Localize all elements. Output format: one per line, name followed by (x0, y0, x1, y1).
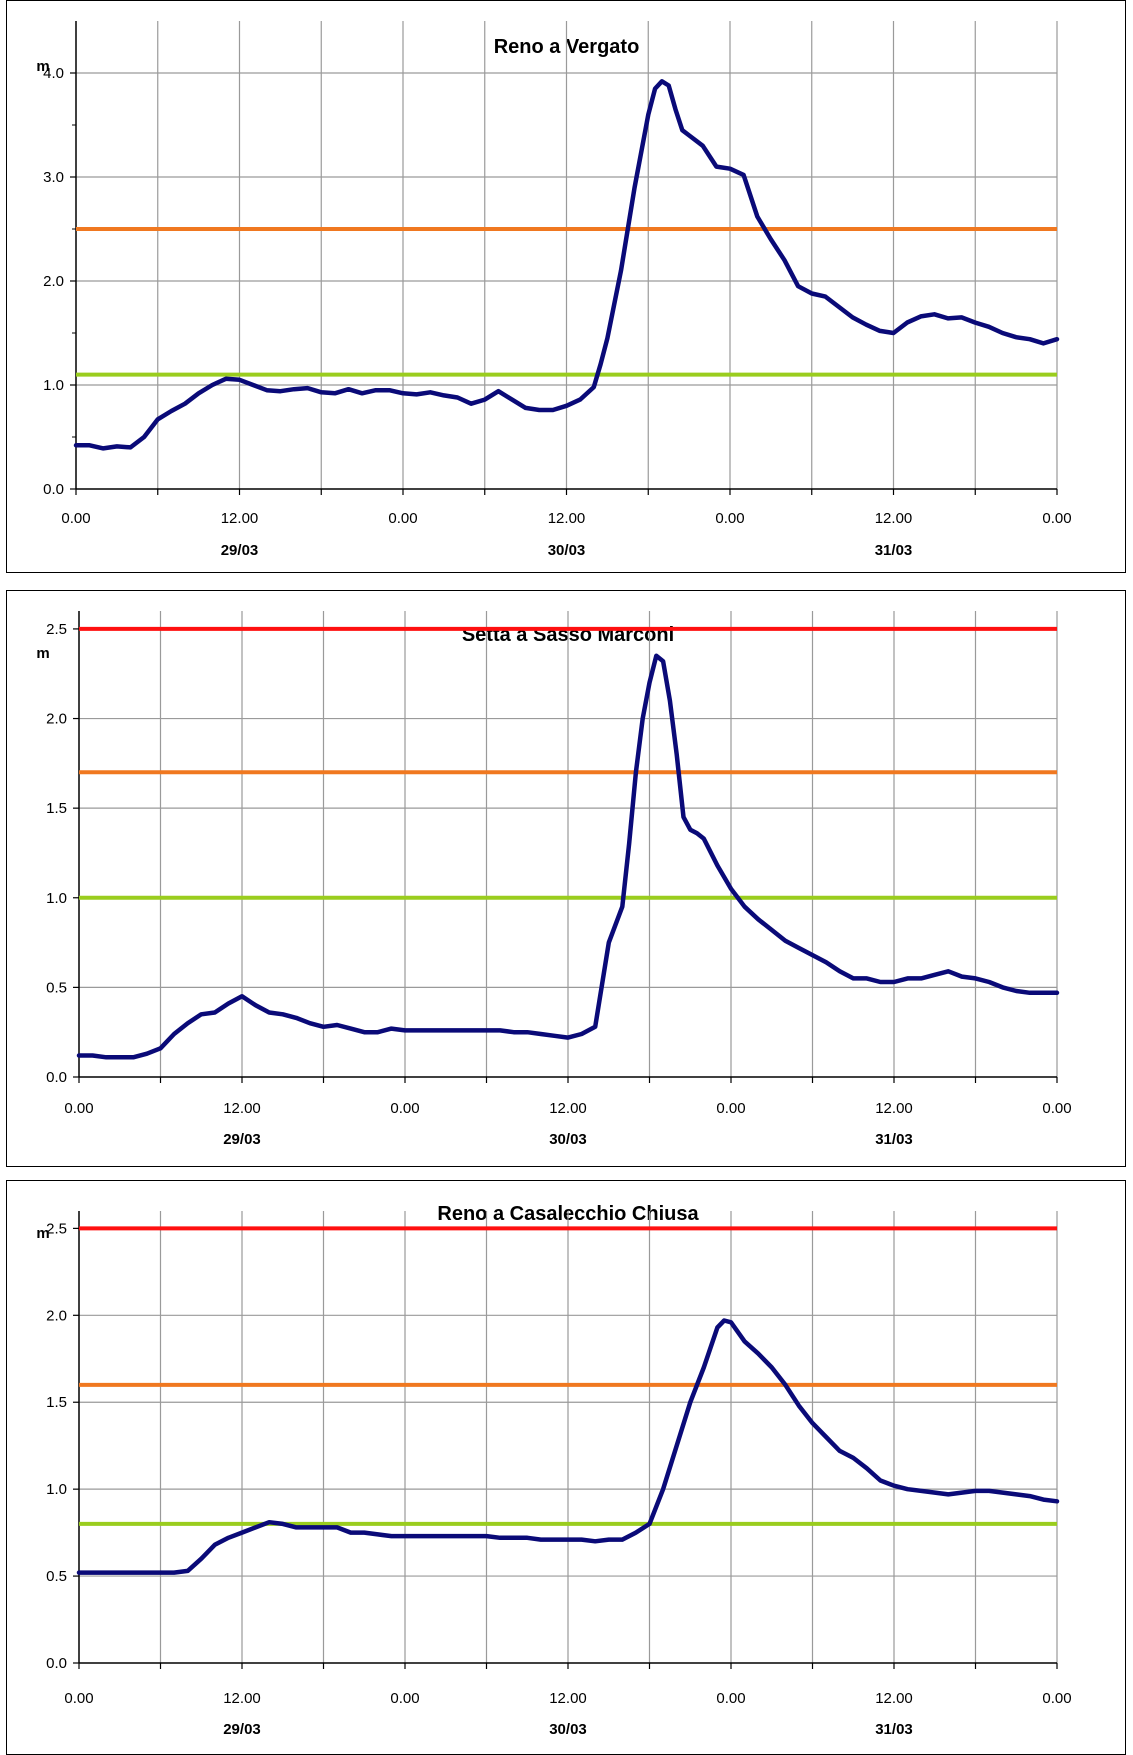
y-tick-label: 1.5 (46, 1394, 67, 1411)
y-tick-label: 2.0 (46, 1307, 67, 1324)
date-label: 31/03 (875, 1721, 913, 1738)
level-series-line (76, 1318, 1060, 1575)
chart-panel-setta-sasso-marconi: Setta a Sasso Marconi m 0.0 0.5 1.0 1.5 2.0 2.5… (6, 590, 1126, 1167)
x-tick-label: 0.00 (64, 1100, 93, 1117)
x-tick-label: 0.00 (61, 510, 90, 527)
x-tick-label: 0.00 (716, 1690, 745, 1707)
x-tick-label: 0.00 (715, 510, 744, 527)
x-tick-label: 12.00 (221, 510, 259, 527)
y-axis-unit-label: m (36, 1225, 49, 1242)
date-label: 30/03 (549, 1131, 587, 1148)
y-tick-label: 2.0 (43, 273, 64, 290)
x-tick-label: 0.00 (388, 510, 417, 527)
chart-svg: Setta a Sasso Marconim0.00.51.01.52.02.5… (36, 611, 1072, 1148)
date-label: 30/03 (548, 542, 586, 559)
level-series-line (76, 653, 1060, 1060)
x-tick-label: 12.00 (875, 510, 913, 527)
y-tick-label: 2.5 (46, 1220, 67, 1237)
x-tick-label: 0.00 (1042, 510, 1071, 527)
x-tick-label: 12.00 (875, 1690, 913, 1707)
date-label: 30/03 (549, 1721, 587, 1738)
x-tick-label: 12.00 (223, 1100, 261, 1117)
y-tick-label: 0.5 (46, 979, 67, 996)
y-tick-label: 3.0 (43, 169, 64, 186)
y-tick-label: 0.0 (46, 1655, 67, 1672)
chart-panel-reno-casalecchio-chiusa: Reno a Casalecchio Chiusa m 0.0 0.5 1.0 1.5 2.… (6, 1180, 1126, 1755)
date-label: 29/03 (221, 542, 259, 559)
date-label: 29/03 (223, 1721, 261, 1738)
level-series-line (73, 79, 1060, 451)
chart-svg: Reno a Casalecchio Chiusam0.00.51.01.52.… (36, 1203, 1071, 1738)
x-tick-label: 12.00 (549, 1690, 587, 1707)
x-tick-label: 0.00 (716, 1100, 745, 1117)
y-tick-label: 1.5 (46, 800, 67, 817)
x-tick-label: 12.00 (223, 1690, 261, 1707)
y-tick-label: 0.0 (43, 481, 64, 498)
x-tick-label: 0.00 (64, 1690, 93, 1707)
y-tick-label: 2.5 (46, 621, 67, 638)
y-tick-label: 1.0 (43, 377, 64, 394)
chart-panel-reno-vergato: Reno a Vergato m 0.0 1.0 2.0 3.0 4.0 0.00 12.00 0… (6, 0, 1126, 573)
y-tick-label: 1.0 (46, 890, 67, 907)
y-tick-label: 0.5 (46, 1568, 67, 1585)
x-tick-label: 12.00 (548, 510, 586, 527)
y-tick-label: 2.0 (46, 711, 67, 728)
y-axis-unit-label: m (36, 645, 49, 662)
date-label: 29/03 (223, 1131, 261, 1148)
x-tick-label: 12.00 (549, 1100, 587, 1117)
x-tick-label: 0.00 (390, 1100, 419, 1117)
x-tick-label: 0.00 (1042, 1100, 1071, 1117)
date-label: 31/03 (875, 1131, 913, 1148)
date-label: 31/03 (875, 542, 913, 559)
y-tick-label: 4.0 (43, 65, 64, 82)
y-tick-label: 1.0 (46, 1481, 67, 1498)
y-axis-unit-label: m (36, 58, 49, 75)
x-tick-label: 0.00 (390, 1690, 419, 1707)
x-tick-label: 0.00 (1042, 1690, 1071, 1707)
y-tick-label: 0.0 (46, 1069, 67, 1086)
x-tick-label: 12.00 (875, 1100, 913, 1117)
